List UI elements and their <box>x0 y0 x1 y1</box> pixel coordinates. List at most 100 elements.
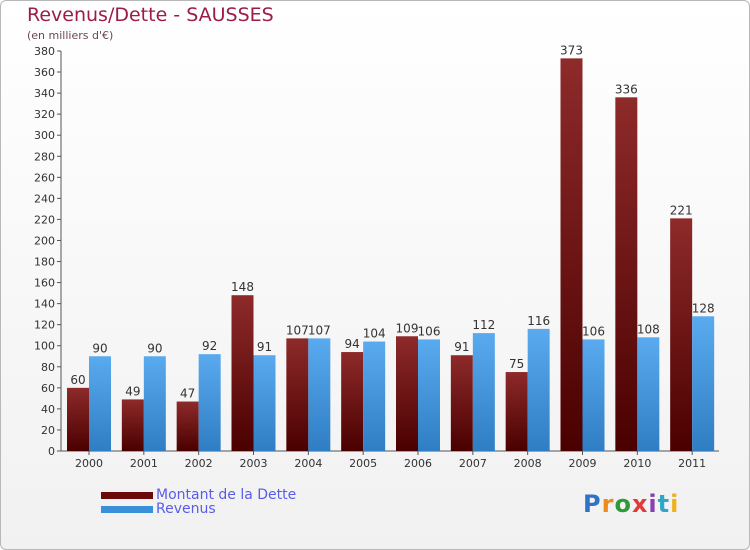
bar-value-label: 60 <box>70 373 85 387</box>
bar-value-label: 91 <box>257 340 272 354</box>
y-tick-label: 300 <box>34 129 55 142</box>
x-tick-label: 2007 <box>459 457 487 470</box>
logo-letter: P <box>583 490 602 518</box>
x-tick-label: 2006 <box>404 457 432 470</box>
y-tick-label: 0 <box>48 445 55 458</box>
bar-value-label: 75 <box>509 357 524 371</box>
y-tick-label: 180 <box>34 256 55 269</box>
logo-letter: r <box>601 490 615 518</box>
x-tick-label: 2004 <box>294 457 322 470</box>
bar-value-label: 49 <box>125 384 140 398</box>
bar-value-label: 107 <box>286 323 309 337</box>
bar-value-label: 373 <box>560 43 583 57</box>
bar-revenus <box>692 316 715 451</box>
legend-item-revenus: Revenus <box>101 501 216 517</box>
bar-dette <box>341 352 364 451</box>
logo-letter: x <box>631 490 649 518</box>
chart-subtitle: (en milliers d'€) <box>27 29 114 42</box>
x-tick-label: 2003 <box>240 457 268 470</box>
bar-revenus <box>308 338 331 451</box>
bar-dette <box>450 355 473 451</box>
bar-value-label: 116 <box>527 314 550 328</box>
bar-dette <box>615 97 638 451</box>
chart-title: Revenus/Dette - SAUSSES <box>27 4 274 26</box>
x-tick-label: 2010 <box>623 457 651 470</box>
y-tick-label: 200 <box>34 234 55 247</box>
bar-value-label: 221 <box>670 203 693 217</box>
y-tick-label: 240 <box>34 192 55 205</box>
x-tick-label: 2008 <box>514 457 542 470</box>
proxiti-logo: Proxiti <box>583 490 679 518</box>
bar-revenus <box>527 328 550 451</box>
x-tick-label: 2001 <box>130 457 158 470</box>
x-tick-label: 2000 <box>75 457 103 470</box>
bar-dette <box>176 401 199 451</box>
bar-revenus <box>89 356 111 451</box>
bar-dette <box>670 218 693 451</box>
y-tick-label: 280 <box>34 150 55 163</box>
logo-letter: t <box>657 490 671 518</box>
logo-letter: o <box>614 490 632 518</box>
bar-value-label: 108 <box>637 322 660 336</box>
y-tick-label: 40 <box>41 403 55 416</box>
bar-dette <box>505 372 528 451</box>
legend-swatch-debt <box>101 491 153 499</box>
x-tick-label: 2011 <box>678 457 706 470</box>
y-tick-label: 140 <box>34 298 55 311</box>
bar-value-label: 112 <box>472 318 495 332</box>
y-tick-label: 260 <box>34 171 55 184</box>
y-tick-label: 360 <box>34 66 55 79</box>
bar-value-label: 336 <box>615 82 638 96</box>
y-tick-label: 380 <box>34 45 55 58</box>
y-tick-label: 20 <box>41 424 55 437</box>
bar-dette <box>121 399 144 451</box>
bar-value-label: 128 <box>692 301 715 315</box>
bar-revenus <box>198 354 221 451</box>
y-tick-label: 100 <box>34 340 55 353</box>
bar-revenus <box>253 355 276 451</box>
bar-revenus <box>582 339 605 451</box>
bar-value-label: 90 <box>147 341 162 355</box>
bar-revenus <box>472 333 495 451</box>
bar-value-label: 91 <box>454 340 469 354</box>
x-tick-label: 2009 <box>569 457 597 470</box>
bar-value-label: 109 <box>396 321 419 335</box>
bar-value-label: 148 <box>231 280 254 294</box>
bar-value-label: 104 <box>363 327 386 341</box>
bar-value-label: 94 <box>345 337 360 351</box>
y-tick-label: 60 <box>41 382 55 395</box>
bar-revenus <box>418 339 440 451</box>
legend-label-revenus: Revenus <box>156 501 216 517</box>
x-tick-label: 2005 <box>349 457 377 470</box>
axes-group: 0 20 40 60 80 100 120 140 160 180 200 220 240 260 280 3… <box>34 45 719 470</box>
bar-dette <box>67 387 89 451</box>
y-tick-label: 220 <box>34 213 55 226</box>
y-tick-label: 80 <box>41 361 55 374</box>
bar-revenus <box>637 337 660 451</box>
bar-value-label: 90 <box>92 341 107 355</box>
bar-dette <box>286 338 309 451</box>
logo-letter: i <box>648 490 658 518</box>
legend-label-debt: Montant de la Dette <box>156 487 297 503</box>
legend-swatch-revenus <box>101 505 153 513</box>
y-tick-label: 160 <box>34 277 55 290</box>
bar-dette <box>231 295 254 451</box>
y-tick-label: 340 <box>34 87 55 100</box>
bar-dette <box>396 336 418 451</box>
bar-value-label: 106 <box>582 324 605 338</box>
bars-group <box>67 58 715 452</box>
bar-revenus <box>363 341 386 451</box>
bar-value-label: 92 <box>202 339 217 353</box>
y-tick-label: 320 <box>34 108 55 121</box>
y-tick-label: 120 <box>34 319 55 332</box>
legend-item-debt: Montant de la Dette <box>101 487 296 503</box>
bar-value-label: 107 <box>308 323 331 337</box>
logo-letter: i <box>670 490 680 518</box>
bar-dette <box>560 58 583 452</box>
bar-value-label: 47 <box>180 387 195 401</box>
bar-revenus <box>143 356 166 451</box>
bar-value-label: 106 <box>418 324 441 338</box>
